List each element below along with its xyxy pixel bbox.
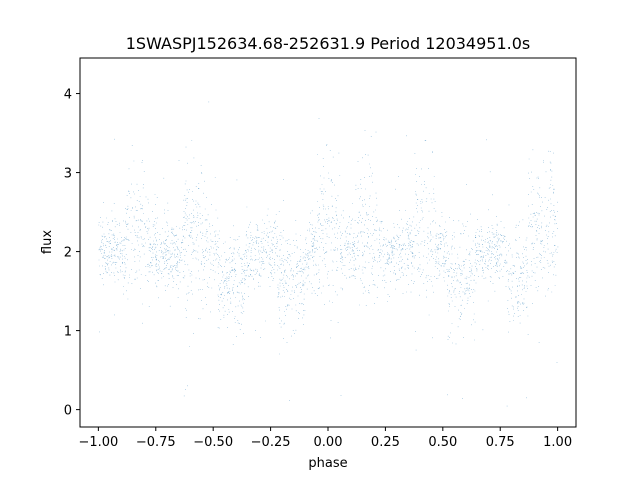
x-axis-label: phase xyxy=(308,456,347,471)
x-tick-label: −0.75 xyxy=(136,435,176,450)
x-tick-label: 0.50 xyxy=(428,435,457,450)
y-axis: 0 1 2 3 4 xyxy=(64,88,80,419)
x-tick-label: −0.50 xyxy=(193,435,233,450)
y-tick-label: 3 xyxy=(64,167,72,182)
y-tick-label: 2 xyxy=(64,246,72,261)
x-tick-label: −1.00 xyxy=(78,435,118,450)
x-tick-label: 1.00 xyxy=(543,435,572,450)
y-axis-label: flux xyxy=(40,230,55,254)
x-tick-label: 0.75 xyxy=(486,435,515,450)
y-tick-label: 4 xyxy=(64,88,72,103)
x-tick-label: 0.25 xyxy=(371,435,400,450)
chart-title: 1SWASPJ152634.68-252631.9 Period 1203495… xyxy=(126,34,531,53)
y-tick-label: 0 xyxy=(64,404,72,419)
x-tick-label: 0.00 xyxy=(314,435,343,450)
y-tick-label: 1 xyxy=(64,325,72,340)
x-axis: −1.00 −0.75 −0.50 −0.25 0.00 0.25 0.50 0.75 1.00 xyxy=(78,427,572,450)
x-tick-label: −0.25 xyxy=(251,435,291,450)
